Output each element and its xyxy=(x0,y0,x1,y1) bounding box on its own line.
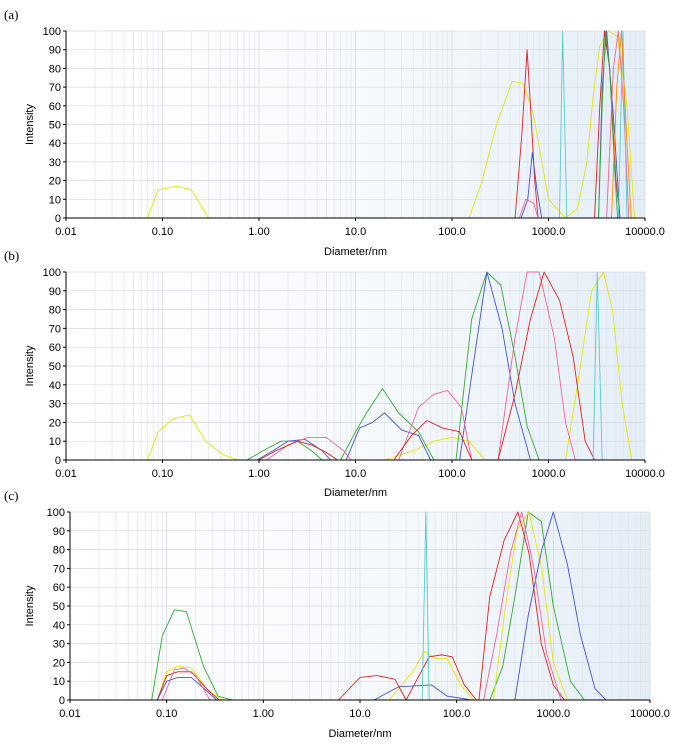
series-line-3 xyxy=(256,271,531,461)
y-tick-label: 90 xyxy=(49,45,61,57)
y-tick-label: 70 xyxy=(49,323,61,335)
x-tick-label: 1000.0 xyxy=(532,226,566,238)
x-axis-label: Diameter/nm xyxy=(324,487,387,499)
x-axis-label: Diameter/nm xyxy=(324,246,387,258)
y-tick-label: 0 xyxy=(55,213,61,225)
series-line-5 xyxy=(258,271,595,461)
x-tick-label: 1.00 xyxy=(253,708,274,720)
x-tick-label: 1000.0 xyxy=(532,468,566,480)
y-tick-label: 60 xyxy=(53,582,65,594)
y-tick-label: 100 xyxy=(47,507,65,519)
x-tick-label: 0.01 xyxy=(55,226,76,238)
x-tick-label: 10.0 xyxy=(349,708,370,720)
series-line-1 xyxy=(147,271,633,461)
y-tick-label: 10 xyxy=(49,436,61,448)
x-tick-label: 0.10 xyxy=(156,708,177,720)
panel-label: (a) xyxy=(4,7,18,22)
y-tick-label: 70 xyxy=(53,563,65,575)
series-line-6 xyxy=(421,511,430,701)
y-tick-label: 80 xyxy=(49,305,61,317)
series-line-4 xyxy=(598,30,619,219)
panel-label: (c) xyxy=(4,488,18,503)
series-line-3 xyxy=(156,511,565,701)
x-tick-label: 0.01 xyxy=(59,708,80,720)
y-tick-label: 100 xyxy=(43,26,61,38)
y-tick-label: 90 xyxy=(53,526,65,538)
y-tick-label: 30 xyxy=(49,399,61,411)
y-tick-label: 40 xyxy=(49,138,61,150)
series-line-2 xyxy=(156,511,568,701)
y-axis-label: Intensity xyxy=(24,585,36,626)
y-axis-label: Intensity xyxy=(24,345,36,386)
y-tick-label: 40 xyxy=(49,380,61,392)
x-tick-label: 100.0 xyxy=(438,468,466,480)
y-tick-label: 90 xyxy=(49,286,61,298)
y-tick-label: 30 xyxy=(53,639,65,651)
x-tick-label: 1000.0 xyxy=(537,708,571,720)
y-tick-label: 80 xyxy=(49,63,61,75)
y-tick-label: 40 xyxy=(53,620,65,632)
x-axis-label: Diameter/nm xyxy=(329,728,392,740)
y-tick-label: 10 xyxy=(53,676,65,688)
series-line-6 xyxy=(592,271,603,461)
x-tick-label: 10000.0 xyxy=(625,468,665,480)
series-line-5 xyxy=(161,511,562,701)
x-tick-label: 0.10 xyxy=(152,226,173,238)
x-tick-label: 10.0 xyxy=(345,468,366,480)
chart-panel-2: 0 10 20 30 40 50 60 70 80 90 100 0.01 0.10 1.00 10.0 10… xyxy=(4,248,665,499)
series-line-4 xyxy=(266,271,576,461)
x-tick-label: 1.00 xyxy=(248,226,269,238)
y-tick-label: 20 xyxy=(49,417,61,429)
y-tick-label: 0 xyxy=(59,695,65,707)
y-tick-label: 80 xyxy=(53,545,65,557)
y-tick-label: 60 xyxy=(49,342,61,354)
y-tick-label: 0 xyxy=(55,455,61,467)
x-tick-label: 100.0 xyxy=(438,226,466,238)
y-tick-label: 60 xyxy=(49,101,61,113)
series-line-2 xyxy=(246,271,540,461)
y-tick-label: 100 xyxy=(43,267,61,279)
y-tick-label: 50 xyxy=(49,361,61,373)
x-tick-label: 10.0 xyxy=(345,226,366,238)
x-tick-label: 100.0 xyxy=(443,708,471,720)
x-tick-label: 10000.0 xyxy=(625,226,665,238)
x-tick-label: 0.10 xyxy=(152,468,173,480)
x-tick-label: 1.00 xyxy=(248,468,269,480)
y-axis-label: Intensity xyxy=(24,104,36,145)
y-tick-label: 20 xyxy=(49,176,61,188)
y-tick-label: 50 xyxy=(49,120,61,132)
x-tick-label: 10000.0 xyxy=(630,708,670,720)
y-tick-label: 30 xyxy=(49,157,61,169)
series-line-4 xyxy=(156,511,607,701)
y-tick-label: 50 xyxy=(53,601,65,613)
y-tick-label: 20 xyxy=(53,657,65,669)
chart-panel-1: 0 10 20 30 40 50 60 70 80 90 100 0.01 0.10 1.00 10.0 10… xyxy=(4,7,665,258)
y-tick-label: 10 xyxy=(49,194,61,206)
chart-panel-3: 0 10 20 30 40 50 60 70 80 90 100 0.01 0.10 1.00 10.0 10… xyxy=(4,488,670,740)
series-line-7 xyxy=(611,30,632,219)
panel-label: (b) xyxy=(4,248,19,263)
x-tick-label: 0.01 xyxy=(55,468,76,480)
y-tick-label: 70 xyxy=(49,82,61,94)
